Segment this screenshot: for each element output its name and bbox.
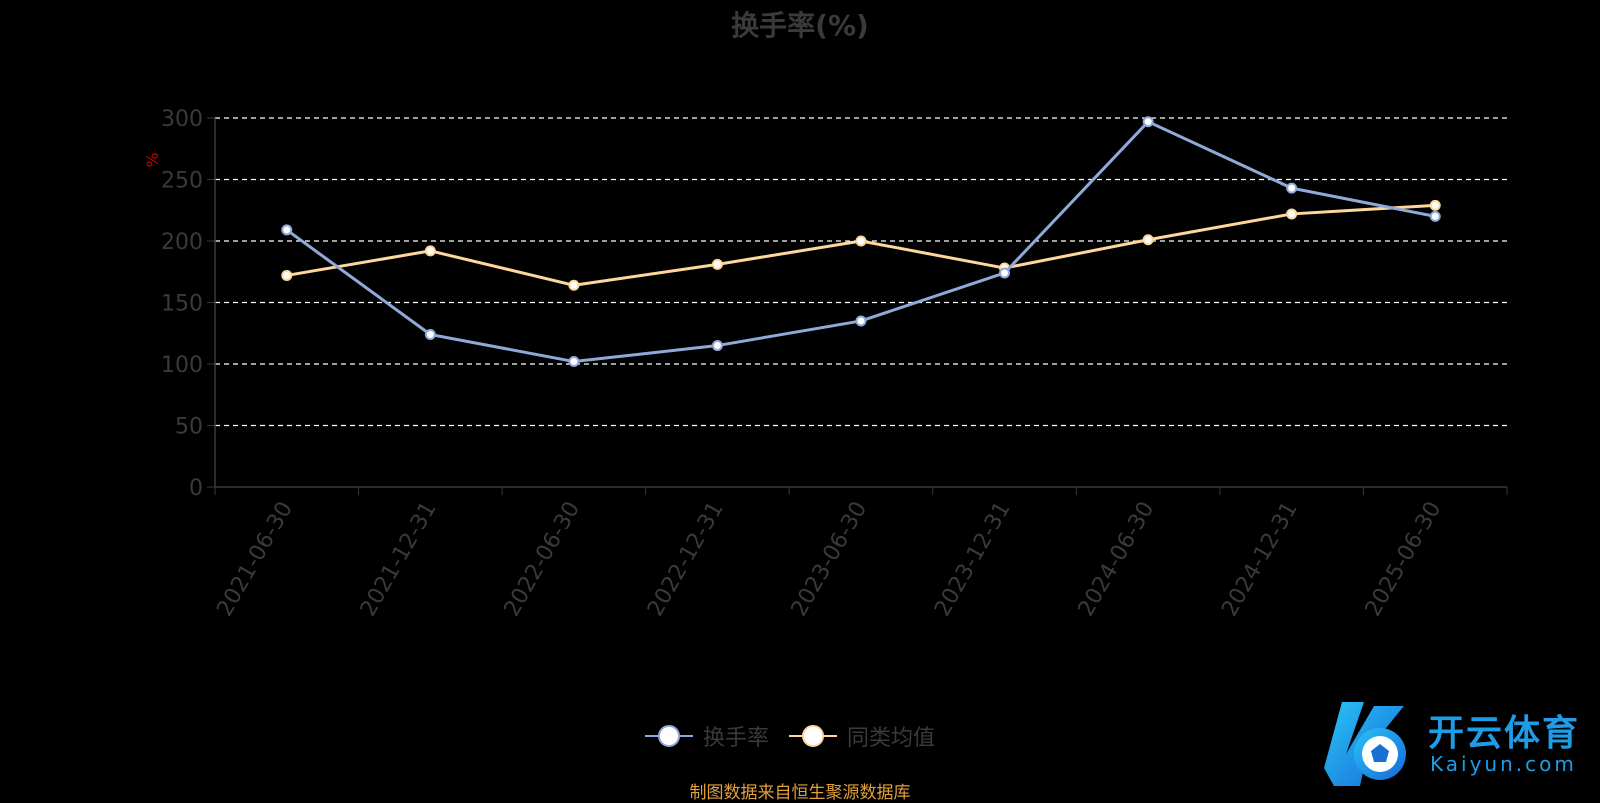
x-tick-label: 2021-12-31: [356, 498, 442, 621]
x-tick-label: 2022-06-30: [500, 498, 586, 621]
y-tick-label: 50: [175, 415, 203, 440]
legend-label-peer-average: 同类均值: [847, 726, 936, 751]
y-tick-label: 100: [161, 353, 203, 378]
logo-english-text: Kaiyun.com: [1430, 752, 1577, 776]
data-point-peer-average: [711, 258, 723, 270]
x-tick-label: 2024-12-31: [1217, 498, 1303, 621]
data-point-turnover: [855, 315, 867, 327]
data-point-peer-average: [1142, 234, 1154, 246]
data-point-peer-average: [568, 279, 580, 291]
legend-marker-turnover: [645, 724, 693, 748]
data-point-peer-average: [1429, 199, 1441, 211]
legend: 换手率 同类均值: [645, 720, 935, 752]
data-point-turnover: [1429, 210, 1441, 222]
data-point-turnover: [999, 267, 1011, 279]
data-point-turnover: [1142, 116, 1154, 128]
y-tick-label: 150: [161, 292, 203, 317]
data-point-peer-average: [424, 245, 436, 257]
y-axis-label: %: [143, 152, 162, 167]
data-point-turnover: [281, 224, 293, 236]
data-point-turnover: [1286, 182, 1298, 194]
data-point-turnover: [424, 328, 436, 340]
y-tick-label: 300: [161, 107, 203, 132]
x-tick-label: 2023-06-30: [787, 498, 873, 621]
legend-label-turnover: 换手率: [703, 726, 770, 751]
data-point-peer-average: [855, 235, 867, 247]
legend-item-peer-average[interactable]: 同类均值: [789, 720, 935, 752]
x-tick-label: 2025-06-30: [1361, 498, 1447, 621]
k-ball-logo-icon: [1324, 702, 1406, 786]
legend-marker-peer-average: [789, 724, 838, 748]
legend-item-turnover[interactable]: 换手率: [645, 720, 769, 752]
logo-chinese-text: 开云体育: [1428, 713, 1581, 754]
data-source-note: 制图数据来自恒生聚源数据库: [689, 783, 911, 803]
chart-title: 换手率(%): [731, 9, 869, 42]
x-tick-label: 2024-06-30: [1074, 498, 1160, 621]
data-point-turnover: [568, 356, 580, 368]
kaiyun-logo: 开云体育 Kaiyun.com: [1312, 698, 1592, 790]
x-tick-label: 2023-12-31: [930, 498, 1016, 621]
data-point-peer-average: [281, 269, 293, 281]
data-point-turnover: [711, 340, 723, 352]
y-tick-label: 200: [161, 230, 203, 255]
data-point-peer-average: [1286, 208, 1298, 220]
x-tick-label: 2021-06-30: [212, 498, 298, 621]
y-tick-label: 250: [161, 169, 203, 194]
x-tick-label: 2022-12-31: [643, 498, 729, 621]
y-tick-label: 0: [189, 476, 203, 501]
